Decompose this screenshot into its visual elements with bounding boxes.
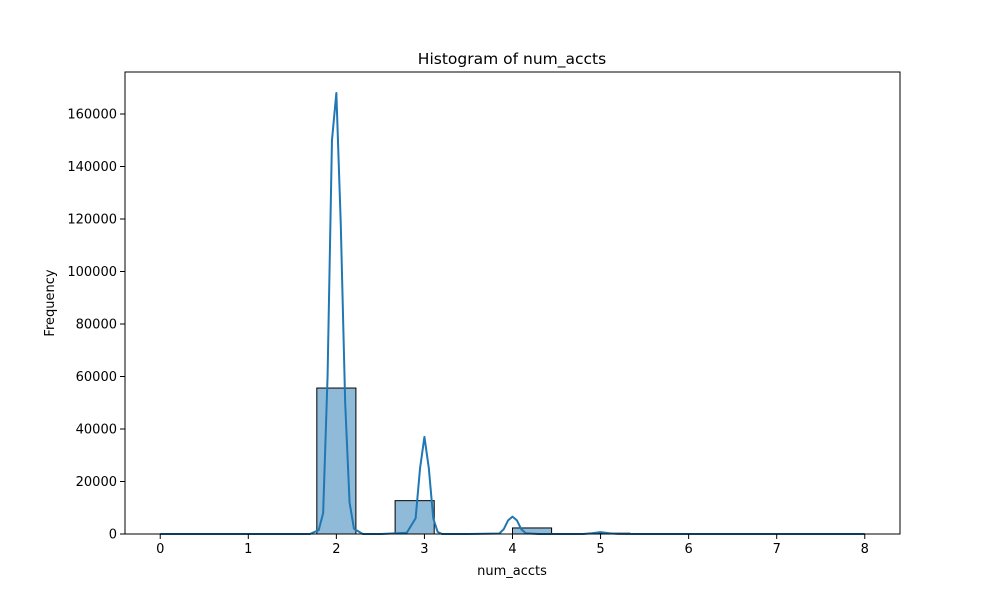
plot-frame [124, 71, 901, 535]
x-axis-label: num_accts [477, 564, 547, 579]
x-tick-label: 3 [420, 542, 428, 557]
y-tick-label: 120000 [67, 213, 117, 228]
kde-curve [160, 92, 865, 535]
y-axis-label: Frequency [43, 269, 58, 336]
x-axis-ticks: 0 1 2 3 4 5 6 7 8 [156, 534, 869, 557]
x-tick-label: 5 [596, 542, 604, 557]
chart-title: Histogram of num_accts [418, 50, 606, 69]
x-tick-label: 4 [508, 542, 516, 557]
y-tick-label: 0 [109, 528, 117, 543]
x-tick-label: 6 [684, 542, 692, 557]
y-tick-label: 60000 [76, 370, 117, 385]
x-tick-label: 8 [861, 542, 869, 557]
x-tick-label: 1 [244, 542, 252, 557]
x-tick-label: 2 [332, 542, 340, 557]
y-tick-label: 20000 [76, 475, 117, 490]
histogram-bar [394, 500, 435, 535]
y-axis-ticks: 0 20000 40000 60000 80000 100000 120000 140000 1… [67, 108, 125, 543]
y-tick-label: 100000 [67, 265, 117, 280]
y-tick-label: 140000 [67, 160, 117, 175]
y-tick-label: 160000 [67, 108, 117, 123]
y-tick-label: 40000 [76, 423, 117, 438]
x-tick-label: 7 [773, 542, 781, 557]
x-tick-label: 0 [156, 542, 164, 557]
y-tick-label: 80000 [76, 318, 117, 333]
